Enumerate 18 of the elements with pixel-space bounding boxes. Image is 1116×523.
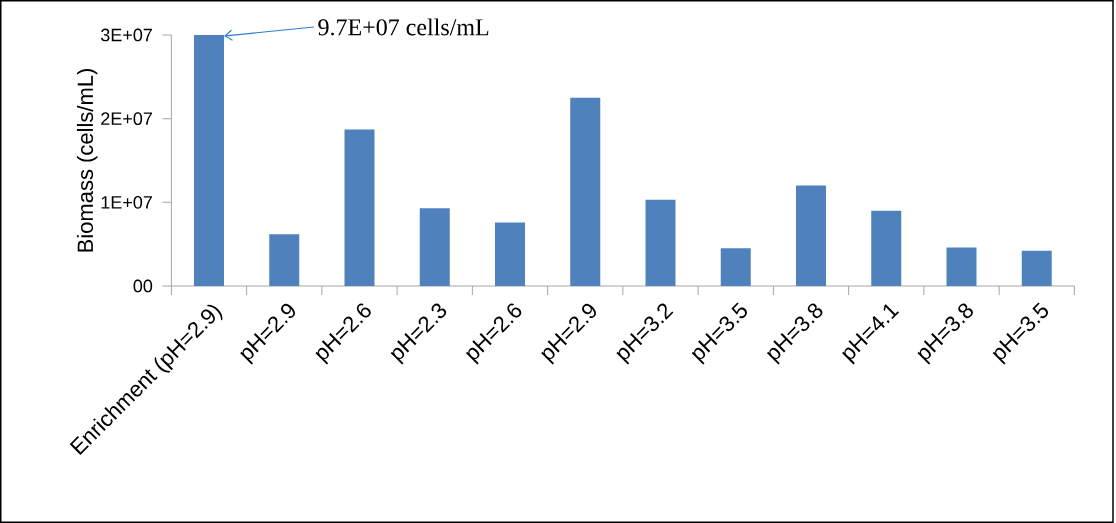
bar bbox=[194, 35, 224, 286]
y-tick-label: 2E+07 bbox=[101, 112, 152, 126]
bar bbox=[1021, 250, 1052, 286]
bar bbox=[495, 222, 525, 286]
bar bbox=[344, 129, 375, 286]
bar bbox=[570, 97, 601, 286]
annotation: 9.7E+07 cells/mL bbox=[318, 18, 489, 36]
bar bbox=[720, 248, 751, 286]
y-tick-label: 00 bbox=[133, 279, 153, 293]
bar bbox=[419, 208, 450, 286]
bar bbox=[871, 210, 902, 286]
bar bbox=[796, 185, 827, 286]
bar bbox=[645, 199, 676, 286]
y-axis-title: Biomass (cells/mL) bbox=[76, 69, 98, 252]
bar bbox=[946, 247, 977, 286]
bar bbox=[269, 234, 300, 286]
y-tick-label: 1E+07 bbox=[101, 195, 152, 209]
y-tick-label: 3E+07 bbox=[100, 28, 152, 42]
